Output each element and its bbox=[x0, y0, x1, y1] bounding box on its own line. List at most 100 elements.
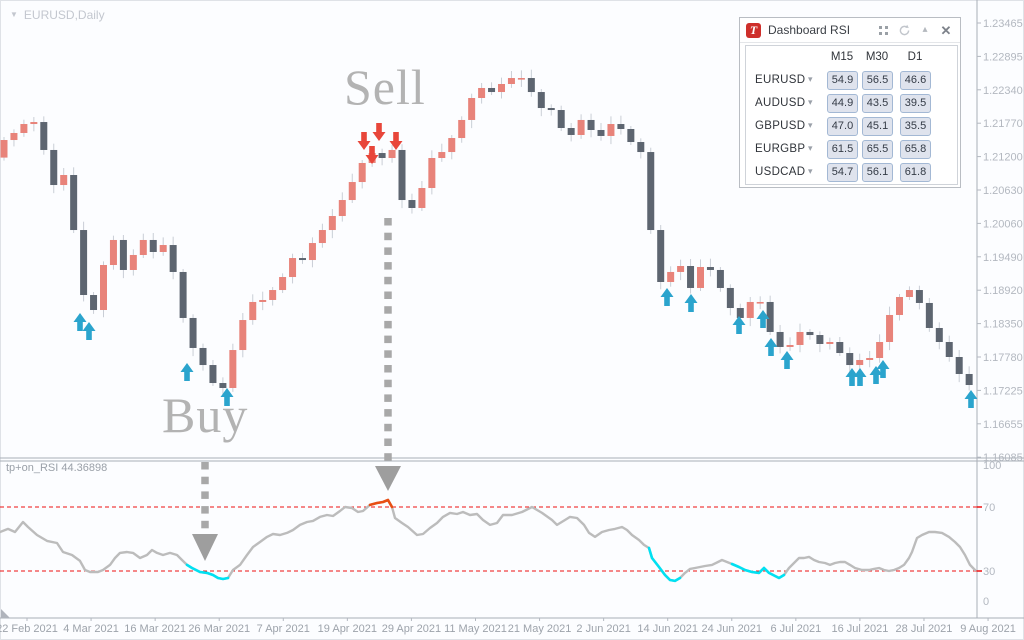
buy-arrow-icon bbox=[82, 322, 96, 340]
candle-body bbox=[726, 287, 734, 309]
candle-body bbox=[129, 254, 137, 270]
rsi-value-button[interactable]: 54.9 bbox=[827, 71, 858, 90]
candle-body bbox=[448, 138, 456, 153]
price-axis-label: 1.17225 bbox=[983, 385, 1023, 397]
candle-body bbox=[706, 266, 714, 270]
candle-body bbox=[179, 271, 187, 318]
pair-dropdown-icon[interactable]: ▾ bbox=[808, 120, 813, 130]
rsi-value-button[interactable]: 35.5 bbox=[900, 117, 931, 136]
candle-body bbox=[627, 129, 635, 143]
candle-body bbox=[100, 265, 107, 311]
candle-body bbox=[378, 153, 386, 159]
dotted-arrow-dash bbox=[384, 218, 392, 226]
candle-body bbox=[667, 271, 675, 282]
rsi-value-button[interactable]: 45.1 bbox=[862, 117, 893, 136]
candle-body bbox=[458, 119, 466, 139]
dotted-arrow-dash bbox=[201, 506, 209, 514]
rsi-value-button[interactable]: 46.6 bbox=[900, 71, 931, 90]
candle-body bbox=[30, 122, 38, 125]
pair-dropdown-icon[interactable]: ▾ bbox=[808, 166, 813, 176]
candle-body bbox=[826, 341, 834, 344]
candle-body bbox=[637, 142, 645, 153]
candle-body bbox=[90, 295, 98, 311]
candle-body bbox=[358, 162, 366, 183]
price-axis-label: 1.23465 bbox=[983, 18, 1023, 30]
rsi-value-button[interactable]: 54.7 bbox=[827, 163, 858, 182]
symbol-timeframe-label: ▼ EURUSD,Daily bbox=[10, 8, 105, 22]
buy-arrow-icon bbox=[73, 313, 87, 331]
sell-arrow-icon bbox=[372, 123, 386, 141]
candle-body bbox=[299, 258, 306, 261]
pair-label: GBPUSD bbox=[755, 120, 806, 132]
price-axis-label: 1.22340 bbox=[983, 85, 1023, 97]
price-axis-label: 1.20060 bbox=[983, 218, 1023, 230]
candle-body bbox=[756, 301, 764, 304]
candle-body bbox=[617, 124, 625, 130]
pane-resize-grip[interactable] bbox=[1, 609, 10, 618]
rsi-scale-min-label: 0 bbox=[983, 596, 989, 608]
candle-body bbox=[876, 341, 884, 358]
dotted-arrow-dash bbox=[384, 453, 392, 461]
dashboard-titlebar[interactable]: T Dashboard RSI ▴ ✕ bbox=[740, 18, 960, 43]
rsi-value-button[interactable]: 65.8 bbox=[900, 140, 931, 159]
collapse-icon[interactable]: ▴ bbox=[922, 24, 928, 35]
date-axis-label: 22 Feb 2021 bbox=[0, 623, 58, 635]
price-axis-label: 1.20630 bbox=[983, 185, 1023, 197]
chevron-down-icon[interactable]: ▼ bbox=[10, 10, 18, 19]
rsi-value-button[interactable]: 56.1 bbox=[862, 163, 893, 182]
pair-label: EURUSD bbox=[755, 74, 806, 86]
dotted-arrow-head bbox=[192, 534, 218, 561]
pair-dropdown-icon[interactable]: ▾ bbox=[808, 97, 813, 107]
price-axis-label: 1.19490 bbox=[983, 252, 1023, 264]
candle-body bbox=[905, 290, 913, 297]
dashboard-column-header: M30 bbox=[865, 51, 889, 63]
date-axis-label: 26 Mar 2021 bbox=[188, 623, 250, 635]
pair-label: AUDUSD bbox=[755, 97, 806, 109]
candle-body bbox=[925, 302, 933, 328]
candle-body bbox=[527, 78, 535, 93]
candle-body bbox=[109, 239, 117, 266]
buy-arrow-icon bbox=[732, 316, 746, 334]
candle-body bbox=[806, 331, 814, 336]
buy-arrow-icon bbox=[756, 310, 770, 328]
candle-body bbox=[766, 301, 774, 332]
candle-body bbox=[836, 341, 844, 354]
pair-label: EURGBP bbox=[755, 143, 806, 155]
date-axis-label: 7 Apr 2021 bbox=[257, 623, 310, 635]
candle-body bbox=[70, 174, 78, 231]
rsi-value-button[interactable]: 56.5 bbox=[862, 71, 893, 90]
candle-body bbox=[746, 301, 754, 318]
dotted-arrow-dash bbox=[384, 291, 392, 299]
rsi-value-button[interactable]: 39.5 bbox=[900, 94, 931, 113]
close-icon[interactable]: ✕ bbox=[940, 22, 952, 38]
dashboard-row: EURUSD ▾ 54.9 56.5 46.6 bbox=[746, 70, 957, 92]
candle-body bbox=[716, 269, 724, 288]
candle-body bbox=[537, 92, 545, 109]
candle-body bbox=[289, 258, 297, 278]
pair-dropdown-icon[interactable]: ▾ bbox=[808, 74, 813, 84]
buy-arrow-icon bbox=[869, 366, 883, 384]
candle-body bbox=[945, 341, 953, 357]
rsi-value-button[interactable]: 47.0 bbox=[827, 117, 858, 136]
rsi-value-button[interactable]: 61.8 bbox=[900, 163, 931, 182]
date-axis-label: 19 Apr 2021 bbox=[318, 623, 377, 635]
candle-body bbox=[517, 78, 525, 80]
date-axis-label: 4 Mar 2021 bbox=[63, 623, 119, 635]
refresh-icon[interactable] bbox=[897, 23, 911, 37]
pair-dropdown-icon[interactable]: ▾ bbox=[808, 143, 813, 153]
drag-handle-icon[interactable] bbox=[876, 23, 890, 37]
dotted-arrow-dash bbox=[384, 262, 392, 270]
buy-arrow-icon bbox=[220, 388, 234, 406]
rsi-value-button[interactable]: 61.5 bbox=[827, 140, 858, 159]
rsi-value-button[interactable]: 44.9 bbox=[827, 94, 858, 113]
date-axis-label: 9 Aug 2021 bbox=[960, 623, 1016, 635]
candle-body bbox=[915, 290, 923, 303]
candle-body bbox=[856, 359, 864, 366]
rsi-value-button[interactable]: 43.5 bbox=[862, 94, 893, 113]
dotted-arrow-dash bbox=[384, 276, 392, 285]
rsi-value-button[interactable]: 65.5 bbox=[862, 140, 893, 159]
candle-body bbox=[657, 230, 665, 282]
indicator-label: tp+on_RSI 44.36898 bbox=[6, 462, 108, 474]
